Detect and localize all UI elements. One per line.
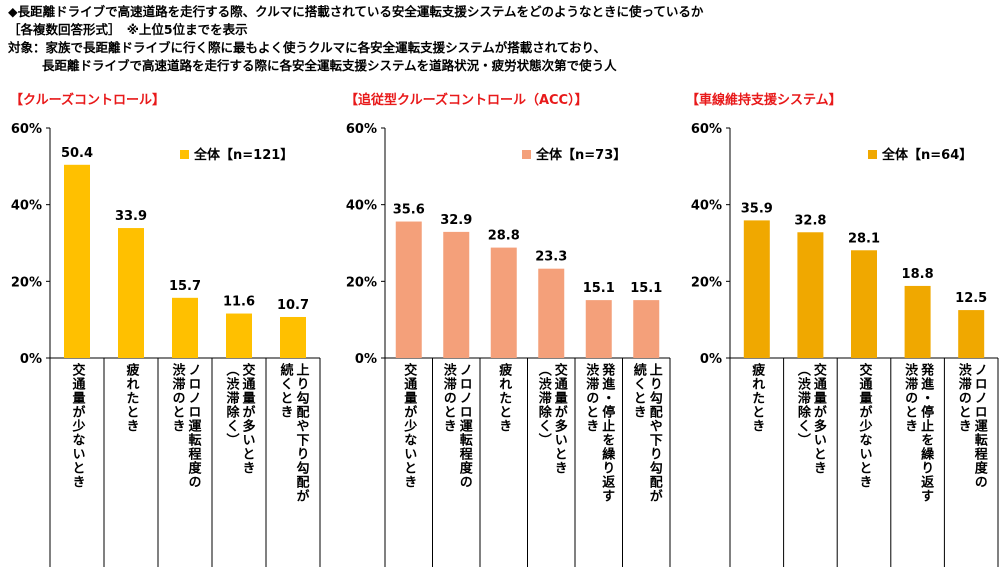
- chart-title: 【車線維持支援システム】: [686, 92, 842, 108]
- data-label: 15.1: [583, 281, 615, 296]
- category-label: 発進・停止を繰り返す: [918, 362, 935, 503]
- category-label: 疲れたとき: [124, 362, 140, 433]
- y-tick-label: 0%: [20, 352, 42, 367]
- chart-title: 【追従型クルーズコントロール（ACC）】: [345, 92, 588, 108]
- category-label: 上り勾配や下り勾配が: [647, 363, 663, 503]
- chart-panel-3: 【車線維持支援システム】 0% 20% 40% 60% 全体【n=64】 35.9 疲れたとき…: [686, 92, 999, 567]
- category-label: 疲れたとき: [749, 362, 765, 433]
- y-tick-label: 60%: [691, 122, 722, 137]
- category-label: 発進・停止を繰り返す: [599, 362, 616, 503]
- header-answer-format: ［各複数回答形式］ ※上位5位までを表示: [8, 22, 248, 37]
- category-label: 交通量が少ないとき: [401, 362, 418, 489]
- y-tick-label: 40%: [691, 199, 722, 214]
- data-label: 23.3: [535, 250, 567, 265]
- header-title: ◆長距離ドライブで高速道路を走行する際、クルマに搭載されている安全運転支援システ…: [8, 4, 704, 19]
- data-label: 33.9: [115, 209, 147, 224]
- bar: [904, 285, 931, 358]
- category-label: 続くとき: [278, 362, 294, 419]
- bar: [395, 221, 422, 358]
- legend: 全体【n=121】: [180, 147, 293, 163]
- category-label: 交通量が多いとき: [552, 362, 568, 475]
- data-label: 18.8: [902, 267, 934, 282]
- y-tick-label: 40%: [346, 199, 377, 214]
- legend-label: 全体【n=73】: [535, 147, 626, 163]
- bar: [797, 232, 824, 358]
- category-label: 渋滞のとき: [902, 362, 918, 433]
- chart-panel-2: 【追従型クルーズコントロール（ACC）】 0% 20% 40% 60% 全体【n=73】 3…: [345, 92, 671, 567]
- data-label: 50.4: [61, 146, 93, 161]
- bar: [585, 300, 612, 358]
- data-label: 35.9: [741, 201, 773, 216]
- legend-swatch: [522, 150, 531, 159]
- category-label: （渋滞除く）: [224, 363, 241, 447]
- charts-area: 【クルーズコントロール】 0% 20% 40% 60% 全体【n=121】 50.4 交通量が…: [0, 80, 1000, 570]
- data-label: 11.6: [223, 295, 255, 310]
- y-tick-label: 20%: [691, 275, 722, 290]
- bar: [743, 220, 770, 358]
- bar: [118, 228, 144, 358]
- data-label: 28.1: [848, 231, 880, 246]
- chart-panel-1: 【クルーズコントロール】 0% 20% 40% 60% 全体【n=121】 50.4 交通量が…: [10, 92, 321, 567]
- category-label: 上り勾配や下り勾配が: [294, 363, 310, 503]
- legend: 全体【n=73】: [522, 147, 626, 163]
- y-tick-label: 0%: [355, 352, 377, 367]
- y-tick-label: 20%: [346, 275, 377, 290]
- y-tick-label: 60%: [11, 122, 42, 137]
- y-tick-label: 60%: [346, 122, 377, 137]
- legend-label: 全体【n=64】: [881, 147, 972, 163]
- bar: [958, 310, 985, 358]
- category-label: 渋滞のとき: [441, 362, 457, 433]
- chart-title: 【クルーズコントロール】: [10, 92, 165, 108]
- category-label: 渋滞のとき: [956, 362, 972, 433]
- header-target-line1: 対象：家族で長距離ドライブに行く際に最もよく使うクルマに各安全運転支援システムが…: [8, 40, 607, 55]
- category-label: 渋滞のとき: [170, 362, 186, 433]
- legend: 全体【n=64】: [868, 147, 972, 163]
- data-label: 15.7: [169, 279, 201, 294]
- category-label: （渋滞除く）: [795, 363, 812, 447]
- data-label: 32.9: [440, 213, 472, 228]
- bar: [538, 268, 565, 358]
- data-label: 35.6: [393, 203, 425, 218]
- legend-label: 全体【n=121】: [193, 147, 293, 163]
- bar: [172, 297, 198, 358]
- category-label: 交通量が少ないとき: [70, 362, 87, 489]
- bar: [64, 164, 90, 358]
- category-label: ノロノロ運転程度の: [972, 363, 988, 489]
- data-label: 28.8: [488, 229, 520, 244]
- category-label: 交通量が多いとき: [811, 362, 827, 475]
- category-label: 交通量が少ないとき: [857, 362, 874, 489]
- category-label: 交通量が多いとき: [240, 362, 256, 475]
- bar: [633, 300, 660, 358]
- y-tick-label: 20%: [11, 275, 42, 290]
- category-label: 続くとき: [631, 362, 647, 419]
- bar: [443, 231, 470, 358]
- data-label: 32.8: [794, 213, 826, 228]
- header-target-line2: 長距離ドライブで高速道路を走行する際に各安全運転支援システムを道路状況・疲労状態…: [42, 58, 617, 73]
- category-label: 渋滞のとき: [583, 362, 599, 433]
- legend-swatch: [180, 150, 189, 159]
- y-tick-label: 40%: [11, 199, 42, 214]
- bar: [490, 247, 517, 358]
- category-label: ノロノロ運転程度の: [186, 363, 202, 489]
- category-label: 疲れたとき: [496, 362, 512, 433]
- data-label: 12.5: [955, 291, 987, 306]
- bar: [851, 250, 877, 358]
- charts-svg: 【クルーズコントロール】 0% 20% 40% 60% 全体【n=121】 50.4 交通量が…: [10, 92, 999, 567]
- bar: [280, 316, 306, 358]
- bar: [226, 313, 252, 358]
- category-label: ノロノロ運転程度の: [457, 363, 473, 489]
- data-label: 10.7: [277, 298, 309, 313]
- y-tick-label: 0%: [700, 352, 722, 367]
- legend-swatch: [868, 150, 877, 159]
- category-label: （渋滞除く）: [536, 363, 553, 447]
- data-label: 15.1: [630, 281, 662, 296]
